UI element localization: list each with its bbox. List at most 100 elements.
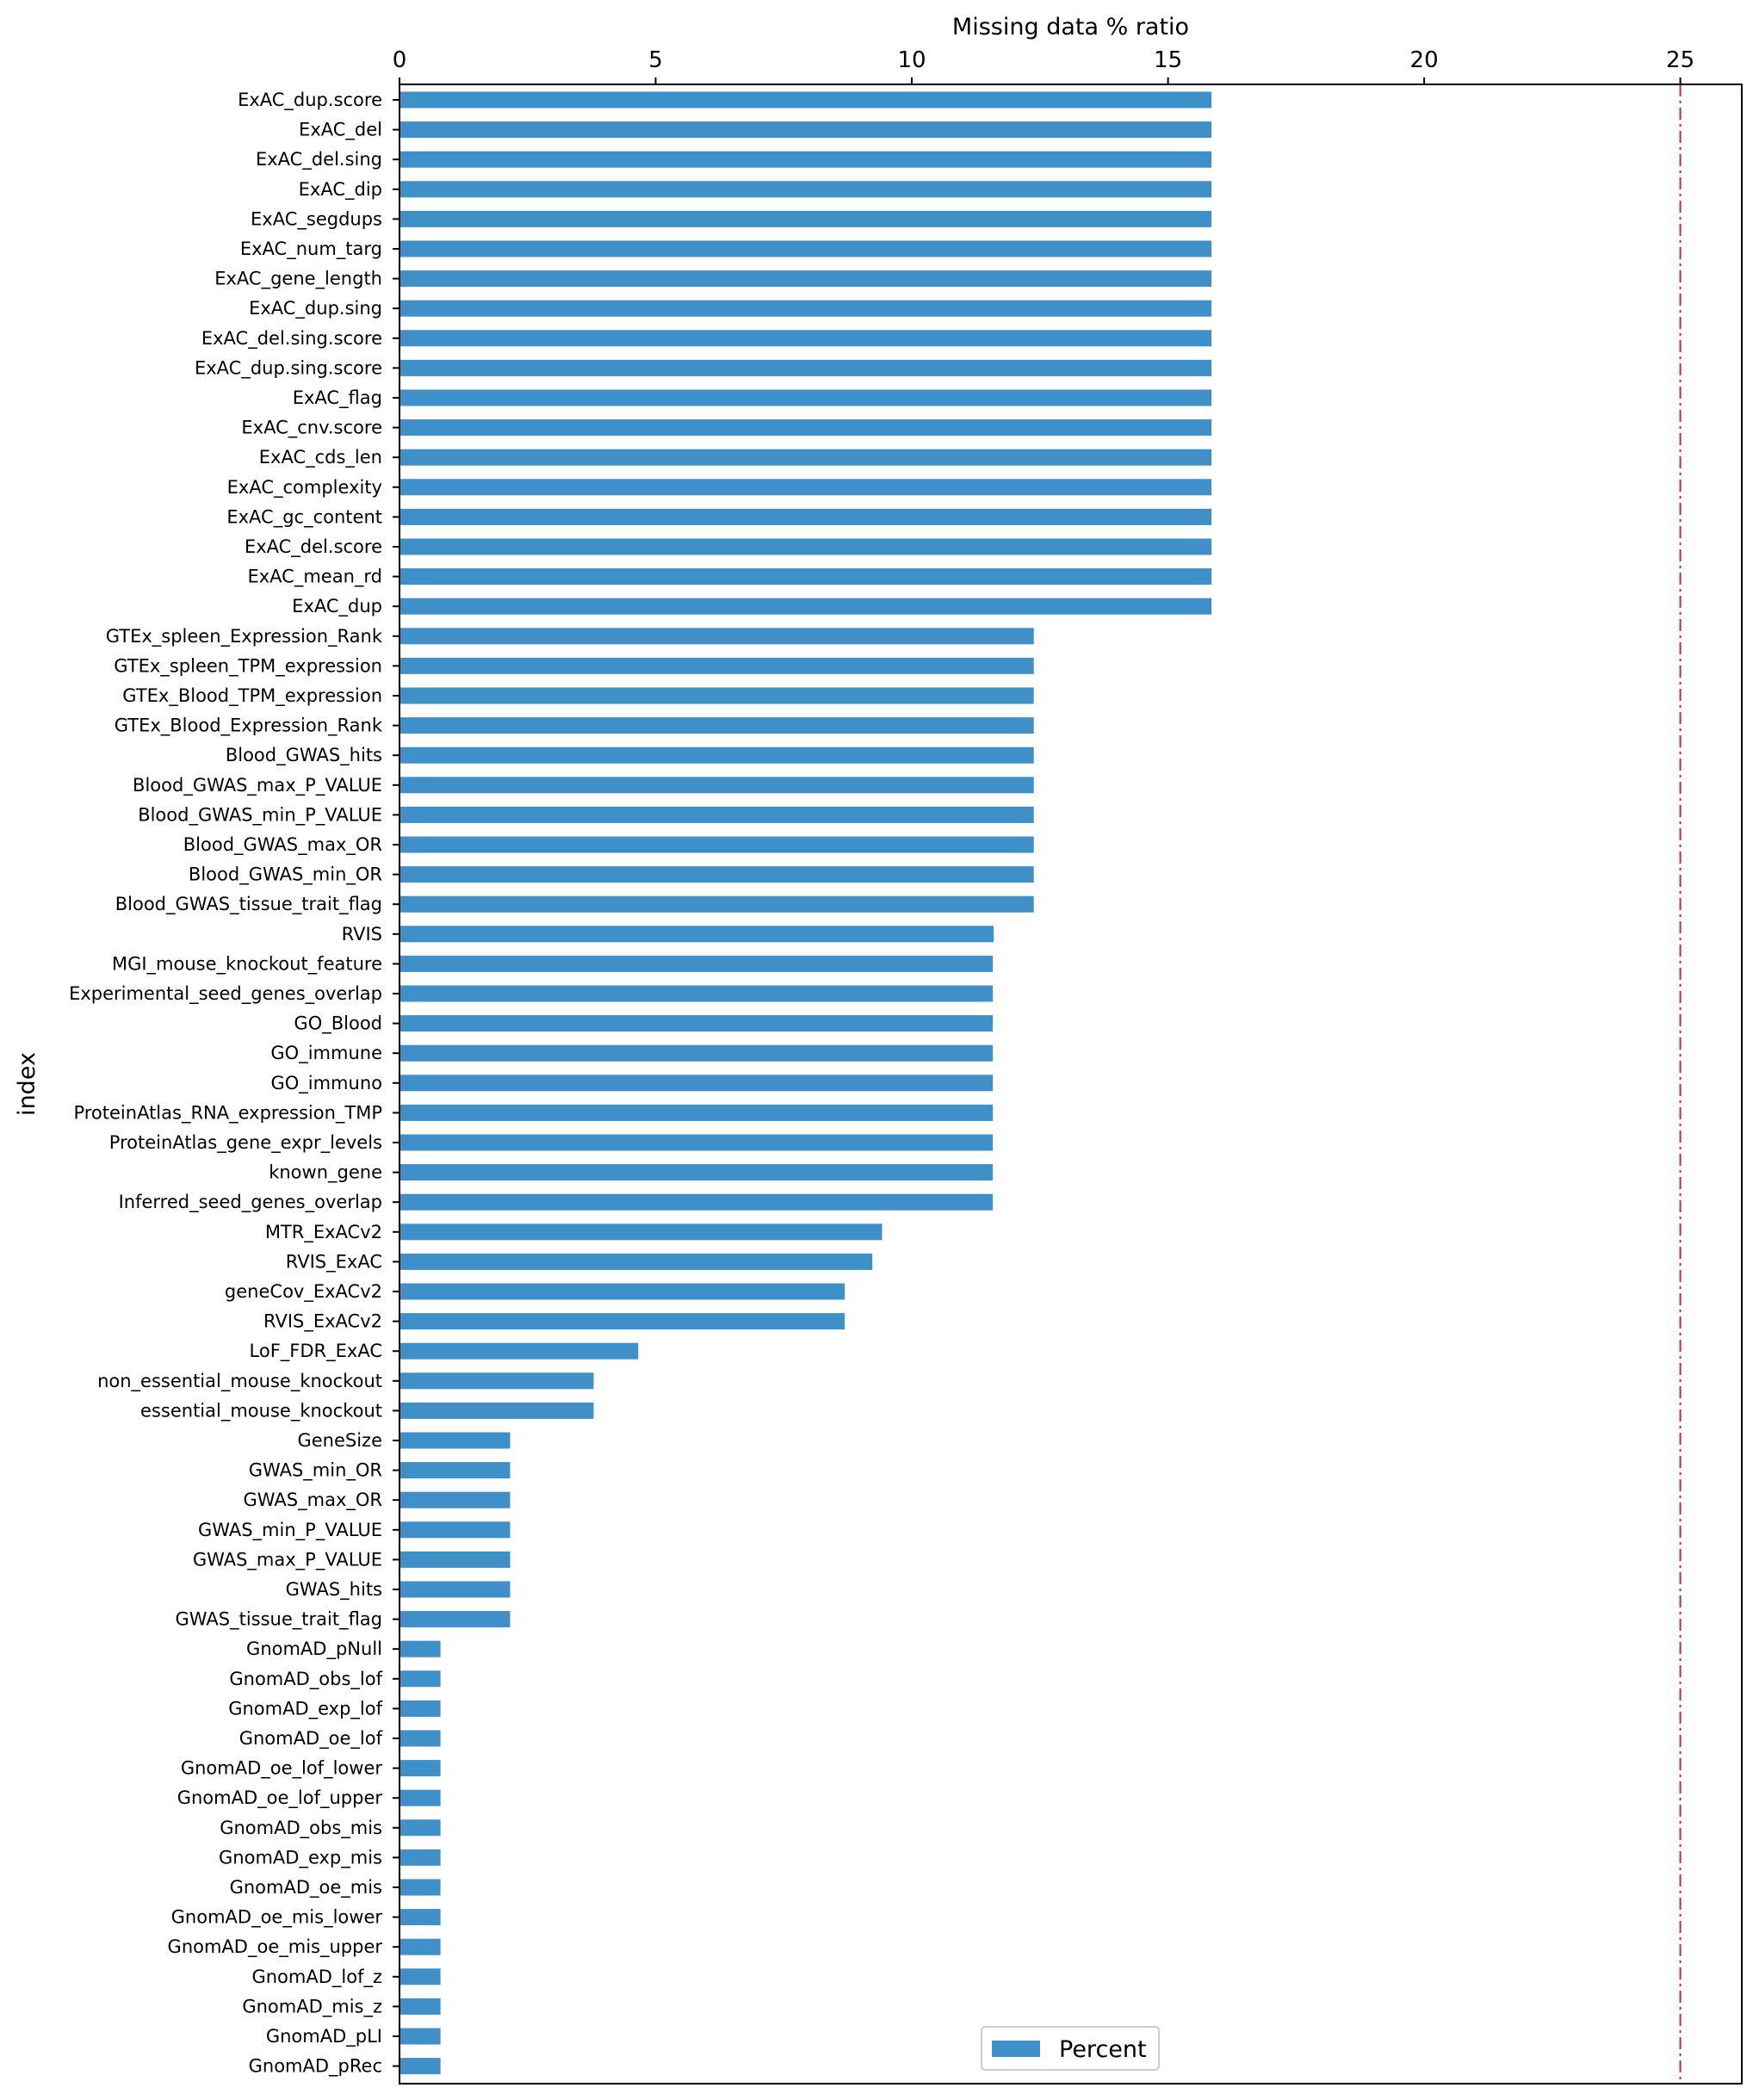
category-label: ExAC_complexity — [227, 477, 382, 499]
x-tick-label: 10 — [897, 47, 926, 73]
x-tick-label: 25 — [1666, 47, 1694, 73]
category-label: GO_Blood — [294, 1013, 382, 1035]
category-label: Blood_GWAS_max_OR — [183, 834, 382, 856]
category-label: GWAS_min_P_VALUE — [198, 1520, 382, 1541]
bar — [399, 1879, 441, 1896]
category-label: GnomAD_mis_z — [242, 1996, 382, 2017]
bar — [399, 687, 1034, 704]
category-label: ExAC_del.score — [245, 536, 382, 558]
category-label: Blood_GWAS_hits — [226, 745, 382, 766]
category-label: ExAC_del.sing.score — [201, 328, 382, 350]
bar — [399, 1670, 441, 1688]
category-label: GnomAD_pRec — [249, 2056, 382, 2078]
category-label: essential_mouse_knockout — [140, 1400, 382, 1422]
category-label: Blood_GWAS_min_P_VALUE — [138, 804, 382, 826]
category-label: GWAS_min_OR — [249, 1460, 382, 1482]
category-label: GnomAD_oe_mis_upper — [168, 1936, 383, 1958]
category-label: known_gene — [269, 1162, 382, 1184]
bar — [399, 777, 1034, 794]
bar — [399, 1819, 441, 1837]
category-label: non_essential_mouse_knockout — [97, 1371, 382, 1392]
bar — [399, 1372, 594, 1390]
category-label: LoF_FDR_ExAC — [250, 1341, 382, 1362]
category-label: GnomAD_pNull — [246, 1638, 382, 1660]
category-label: ProteinAtlas_RNA_expression_TMP — [73, 1102, 382, 1124]
plot-frame — [399, 84, 1743, 2085]
bar — [399, 1730, 441, 1747]
category-label: geneCov_ExACv2 — [225, 1281, 382, 1303]
bar — [399, 598, 1212, 615]
bar — [399, 1700, 441, 1717]
bar — [399, 479, 1212, 496]
bar — [399, 628, 1034, 645]
bar — [399, 866, 1034, 883]
y-axis-title: index — [14, 1052, 40, 1116]
bar — [399, 1581, 511, 1598]
bar — [399, 1283, 845, 1300]
bar — [399, 836, 1034, 853]
category-label: MGI_mouse_knockout_feature — [112, 953, 382, 975]
category-label: ExAC_flag — [293, 387, 382, 409]
bars-layer — [393, 91, 1212, 2075]
bar — [399, 568, 1212, 585]
category-label: ExAC_num_targ — [240, 238, 382, 260]
category-label: Experimental_seed_genes_overlap — [69, 983, 382, 1005]
bar — [399, 449, 1212, 466]
bar — [399, 1402, 594, 1419]
category-label: GTEx_spleen_TPM_expression — [114, 655, 382, 677]
category-label: GnomAD_obs_mis — [220, 1818, 382, 1839]
bar — [399, 985, 994, 1002]
category-label: GWAS_tissue_trait_flag — [176, 1609, 383, 1631]
x-ticks-layer: 0 5 10 15 20 25 — [393, 47, 1694, 84]
bar — [399, 1462, 511, 1479]
category-label: ExAC_del — [299, 120, 382, 141]
category-label: Blood_GWAS_min_OR — [189, 864, 382, 886]
x-tick-label: 5 — [648, 47, 663, 73]
bar — [399, 1968, 441, 1985]
bar — [399, 1104, 994, 1121]
category-label: Inferred_seed_genes_overlap — [119, 1192, 382, 1213]
bar — [399, 1044, 994, 1062]
bar — [399, 419, 1212, 437]
bar — [399, 1909, 441, 1926]
bar — [399, 270, 1212, 288]
bar — [399, 1342, 639, 1360]
bar — [399, 926, 994, 943]
category-label: ExAC_gene_length — [214, 269, 382, 290]
bar — [399, 330, 1212, 347]
category-label: GnomAD_oe_mis — [230, 1877, 382, 1899]
bar — [399, 1223, 883, 1241]
x-tick-label: 15 — [1154, 47, 1182, 73]
category-label: GWAS_max_OR — [244, 1490, 382, 1511]
bar — [399, 359, 1212, 376]
category-label: GnomAD_exp_lof — [228, 1698, 382, 1719]
category-label: ExAC_del.sing — [256, 149, 382, 170]
category-label: ExAC_dip — [299, 179, 382, 201]
category-label: RVIS_ExAC — [286, 1251, 382, 1273]
category-label: GeneSize — [297, 1430, 382, 1451]
category-label: ExAC_dup — [292, 596, 382, 617]
bar — [399, 895, 1034, 913]
bar — [399, 955, 994, 972]
category-label: Blood_GWAS_max_P_VALUE — [133, 775, 382, 796]
bar — [399, 389, 1212, 406]
category-label: GnomAD_oe_lof_upper — [177, 1787, 383, 1809]
bar — [399, 1075, 994, 1092]
category-label: MTR_ExACv2 — [265, 1222, 382, 1243]
bar — [399, 1432, 511, 1449]
bar — [399, 210, 1212, 227]
bar — [399, 1015, 994, 1032]
category-label: GnomAD_oe_lof — [239, 1728, 383, 1750]
bar — [399, 538, 1212, 555]
legend-swatch — [992, 2041, 1040, 2057]
bar — [399, 1193, 994, 1211]
category-label: ExAC_dup.sing.score — [195, 357, 382, 379]
bar — [399, 657, 1034, 674]
bar — [399, 1164, 994, 1181]
category-label: GWAS_hits — [286, 1579, 382, 1601]
bar — [399, 1998, 441, 2015]
bar — [399, 1760, 441, 1777]
bar — [399, 240, 1212, 257]
category-label: ExAC_dup.score — [238, 90, 382, 111]
